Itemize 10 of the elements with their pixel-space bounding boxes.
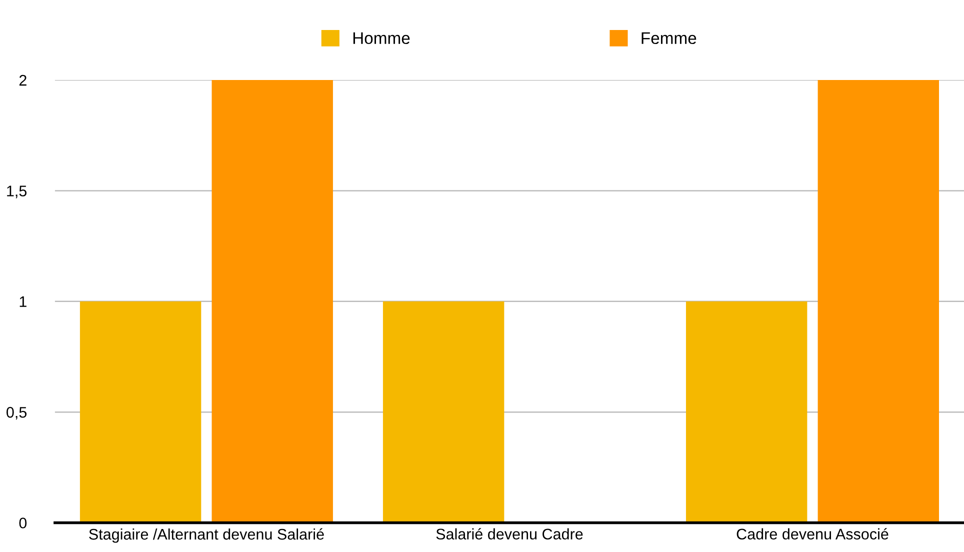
x-tick-label: Stagiaire /Alternant devenu Salarié <box>89 528 324 543</box>
y-tick-label: 1 <box>20 296 26 307</box>
legend-label: Homme <box>353 32 410 44</box>
y-tick-label: 0 <box>19 518 27 528</box>
x-tick-label: Cadre devenu Associé <box>736 528 888 540</box>
x-tick-label: Salarié devenu Cadre <box>436 528 583 540</box>
legend-label: Femme <box>642 32 696 44</box>
y-tick-label: 0,5 <box>6 406 27 420</box>
y-tick-label: 2 <box>19 74 26 86</box>
y-tick-label: 1,5 <box>7 186 27 198</box>
